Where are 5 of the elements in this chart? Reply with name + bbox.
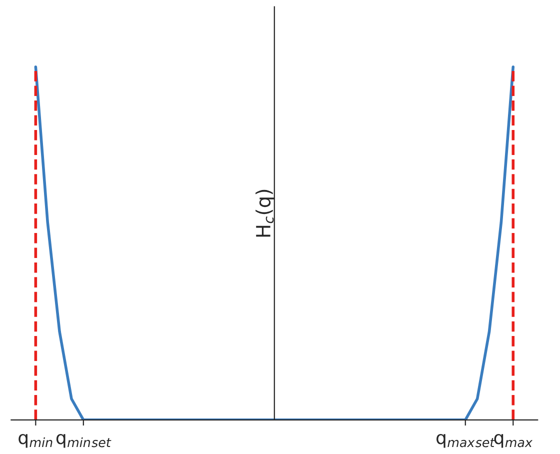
x-tick-label: q$_{max}$	[494, 434, 533, 448]
x-tick-label: q$_{min}$	[18, 434, 52, 448]
y-axis-title: H$_{c}$(q)	[256, 190, 274, 237]
x-tick-label: q$_{maxset}$	[436, 434, 496, 448]
x-tick-label: q$_{minset}$	[56, 434, 112, 448]
